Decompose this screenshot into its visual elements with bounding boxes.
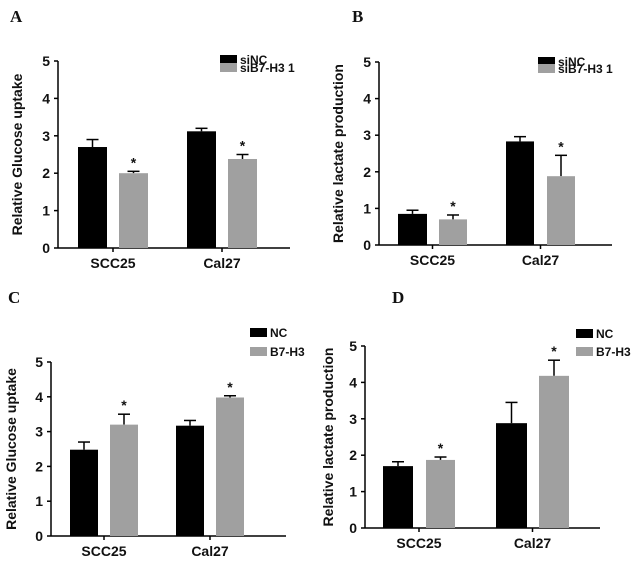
bar-siB7-H3-1-SCC25 [439, 219, 467, 245]
bar-siNC-Cal27 [187, 131, 216, 248]
y-tick-label: 0 [363, 237, 371, 253]
panel-label: D [392, 288, 404, 307]
legend-label: B7-H3 [270, 345, 305, 359]
bar-B7-H3-SCC25 [110, 424, 138, 536]
category-label: Cal27 [522, 252, 560, 268]
significance-marker: * [558, 138, 564, 154]
y-tick-label: 4 [35, 389, 43, 405]
bar-B7-H3-Cal27 [216, 397, 244, 536]
legend-label: siB7-H3 1 [240, 61, 295, 75]
bar-B7-H3-Cal27 [539, 375, 569, 528]
y-tick-label: 1 [35, 493, 43, 509]
significance-marker: * [551, 343, 557, 359]
legend-label: siB7-H3 1 [558, 62, 613, 76]
y-tick-label: 1 [42, 203, 50, 219]
y-tick-label: 5 [349, 338, 357, 354]
significance-marker: * [450, 198, 456, 214]
y-tick-label: 3 [363, 127, 371, 143]
y-tick-label: 0 [349, 520, 357, 536]
bar-siNC-Cal27 [506, 141, 534, 245]
y-tick-label: 0 [35, 528, 43, 544]
y-axis-label: Relative lactate production [320, 348, 336, 527]
y-tick-label: 3 [42, 128, 50, 144]
y-tick-label: 4 [363, 91, 371, 107]
y-tick-label: 3 [349, 411, 357, 427]
category-label: Cal27 [191, 543, 229, 559]
panel-label: C [8, 288, 20, 307]
y-tick-label: 1 [349, 484, 357, 500]
y-axis-label: Relative Glucose uptake [3, 368, 19, 530]
category-label: SCC25 [90, 255, 135, 271]
y-axis-label: Relative Glucose uptake [9, 73, 25, 235]
y-tick-label: 5 [35, 354, 43, 370]
y-tick-label: 2 [35, 458, 43, 474]
bar-B7-H3-SCC25 [426, 459, 455, 528]
category-label: SCC25 [81, 543, 126, 559]
legend-swatch [250, 328, 267, 337]
legend-label: NC [270, 326, 288, 340]
panel-label: B [352, 7, 363, 26]
category-label: SCC25 [396, 535, 441, 551]
legend-label: siNC [558, 55, 586, 69]
y-axis-label: Relative lactate production [330, 64, 346, 243]
y-tick-label: 0 [42, 240, 50, 256]
y-tick-label: 1 [363, 200, 371, 216]
legend-swatch [538, 57, 555, 66]
legend-label: NC [596, 327, 614, 341]
y-tick-label: 2 [42, 165, 50, 181]
significance-marker: * [227, 379, 233, 395]
bar-siB7-H3-1-SCC25 [119, 173, 148, 248]
bar-siB7-H3-1-Cal27 [228, 158, 257, 248]
legend-swatch [576, 347, 593, 356]
bar-siNC-SCC25 [78, 147, 107, 248]
significance-marker: * [121, 397, 127, 413]
legend-swatch [220, 55, 237, 64]
panel-label: A [10, 7, 23, 26]
legend-swatch [250, 347, 267, 356]
y-tick-label: 3 [35, 424, 43, 440]
significance-marker: * [438, 440, 444, 456]
significance-marker: * [131, 154, 137, 170]
bar-NC-SCC25 [70, 449, 98, 536]
bar-NC-SCC25 [383, 466, 413, 528]
legend-swatch [538, 64, 555, 73]
bar-siB7-H3-1-Cal27 [547, 176, 575, 245]
bar-NC-Cal27 [496, 423, 527, 528]
y-tick-label: 4 [42, 90, 50, 106]
bar-NC-Cal27 [176, 425, 204, 536]
bar-siNC-SCC25 [398, 213, 427, 245]
legend-label: siNC [240, 53, 268, 67]
y-tick-label: 2 [349, 447, 357, 463]
category-label: Cal27 [514, 535, 552, 551]
y-tick-label: 2 [363, 164, 371, 180]
legend-swatch [576, 329, 593, 338]
y-tick-label: 5 [363, 54, 371, 70]
significance-marker: * [240, 138, 246, 154]
y-tick-label: 5 [42, 53, 50, 69]
legend-label: B7-H3 [596, 345, 631, 359]
category-label: SCC25 [410, 252, 455, 268]
legend-swatch [220, 63, 237, 72]
y-tick-label: 4 [349, 374, 357, 390]
category-label: Cal27 [203, 255, 241, 271]
